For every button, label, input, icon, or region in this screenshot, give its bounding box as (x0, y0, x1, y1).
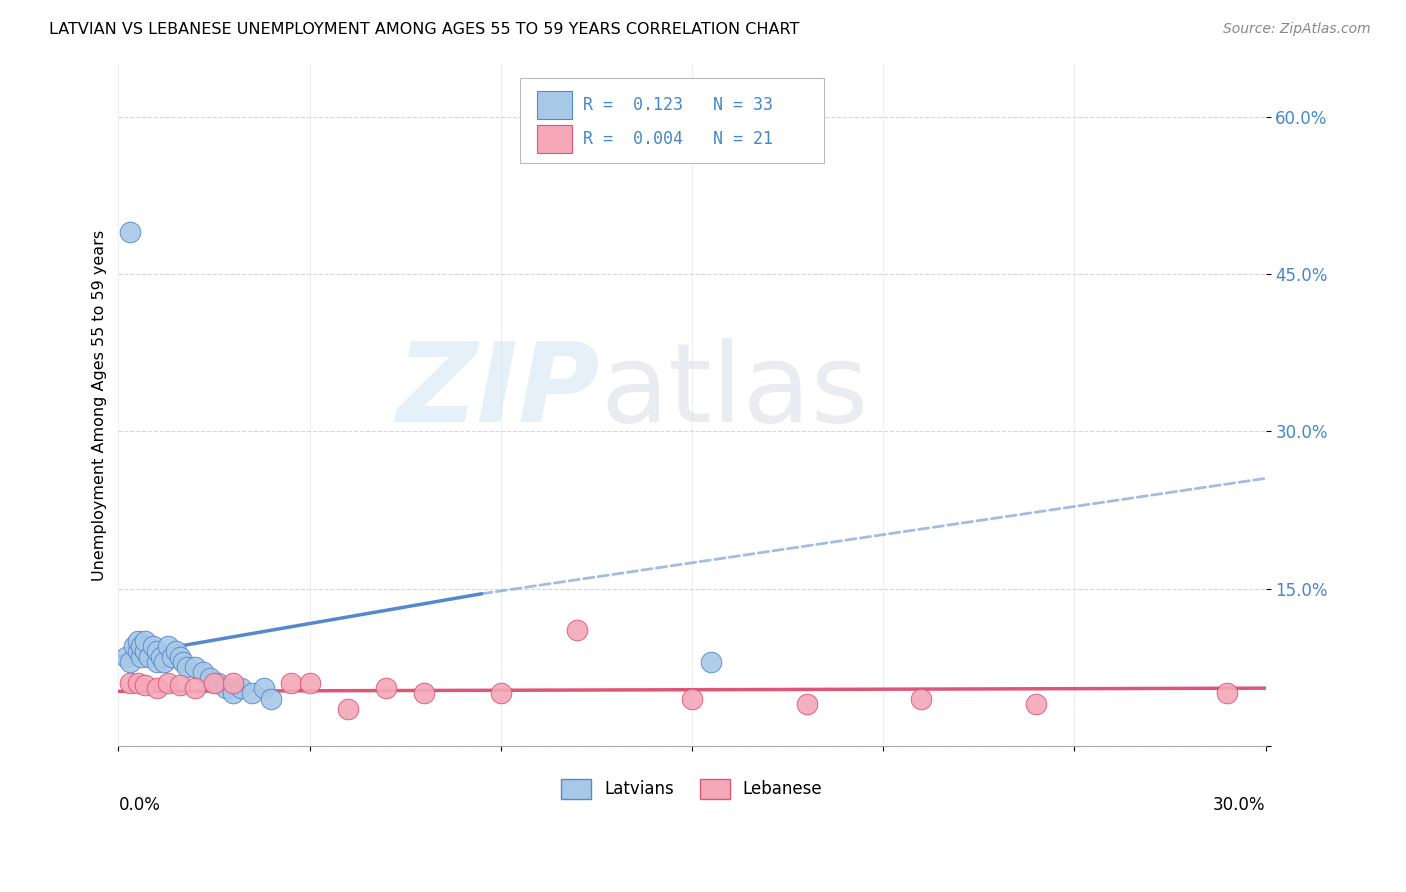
Text: LATVIAN VS LEBANESE UNEMPLOYMENT AMONG AGES 55 TO 59 YEARS CORRELATION CHART: LATVIAN VS LEBANESE UNEMPLOYMENT AMONG A… (49, 22, 800, 37)
Point (176, 660, 198, 674)
Point (134, 678, 156, 692)
Point (222, 676, 245, 690)
Point (191, 665, 214, 680)
Text: 30.0%: 30.0% (1213, 797, 1265, 814)
FancyBboxPatch shape (520, 78, 824, 163)
Point (153, 655, 176, 669)
Point (1025, 697, 1047, 711)
Text: Source: ZipAtlas.com: Source: ZipAtlas.com (1223, 22, 1371, 37)
Point (700, 655, 723, 669)
Point (172, 655, 194, 669)
Point (145, 655, 167, 669)
Point (184, 681, 207, 695)
Point (131, 649, 153, 664)
Point (157, 639, 180, 653)
Point (214, 681, 236, 695)
Y-axis label: Unemployment Among Ages 55 to 59 years: Unemployment Among Ages 55 to 59 years (93, 229, 107, 581)
Point (240, 686, 263, 700)
Text: atlas: atlas (600, 338, 869, 445)
Point (280, 676, 302, 690)
Point (145, 644, 167, 658)
Point (489, 686, 512, 700)
Point (118, 655, 141, 669)
Point (184, 660, 207, 674)
Bar (537, 91, 571, 119)
Point (134, 644, 156, 658)
Point (1216, 686, 1239, 700)
Point (131, 639, 153, 653)
Legend: Latvians, Lebanese: Latvians, Lebanese (555, 772, 830, 805)
Point (160, 649, 183, 664)
Point (142, 639, 165, 653)
Point (165, 644, 187, 658)
Point (336, 702, 359, 716)
Point (796, 697, 818, 711)
Text: R =  0.004   N = 21: R = 0.004 N = 21 (583, 130, 773, 148)
Point (115, 649, 138, 664)
Point (375, 681, 398, 695)
Point (567, 624, 589, 638)
Point (157, 676, 180, 690)
Point (138, 649, 160, 664)
Point (127, 644, 149, 658)
Point (910, 691, 932, 706)
Point (122, 639, 145, 653)
Text: R =  0.123   N = 33: R = 0.123 N = 33 (583, 96, 773, 114)
Point (229, 681, 252, 695)
Point (207, 676, 229, 690)
Point (200, 671, 222, 685)
Point (169, 649, 191, 664)
Bar (537, 126, 571, 153)
Point (149, 649, 172, 664)
Point (127, 634, 149, 648)
Text: 0.0%: 0.0% (118, 797, 160, 814)
Point (118, 676, 141, 690)
Point (118, 225, 141, 239)
Point (169, 678, 191, 692)
Point (253, 681, 276, 695)
Point (298, 676, 321, 690)
Text: ZIP: ZIP (396, 338, 600, 445)
Point (134, 634, 156, 648)
Point (222, 686, 245, 700)
Point (127, 676, 149, 690)
Point (202, 676, 225, 690)
Point (681, 691, 703, 706)
Point (260, 691, 283, 706)
Point (413, 686, 436, 700)
Point (145, 681, 167, 695)
